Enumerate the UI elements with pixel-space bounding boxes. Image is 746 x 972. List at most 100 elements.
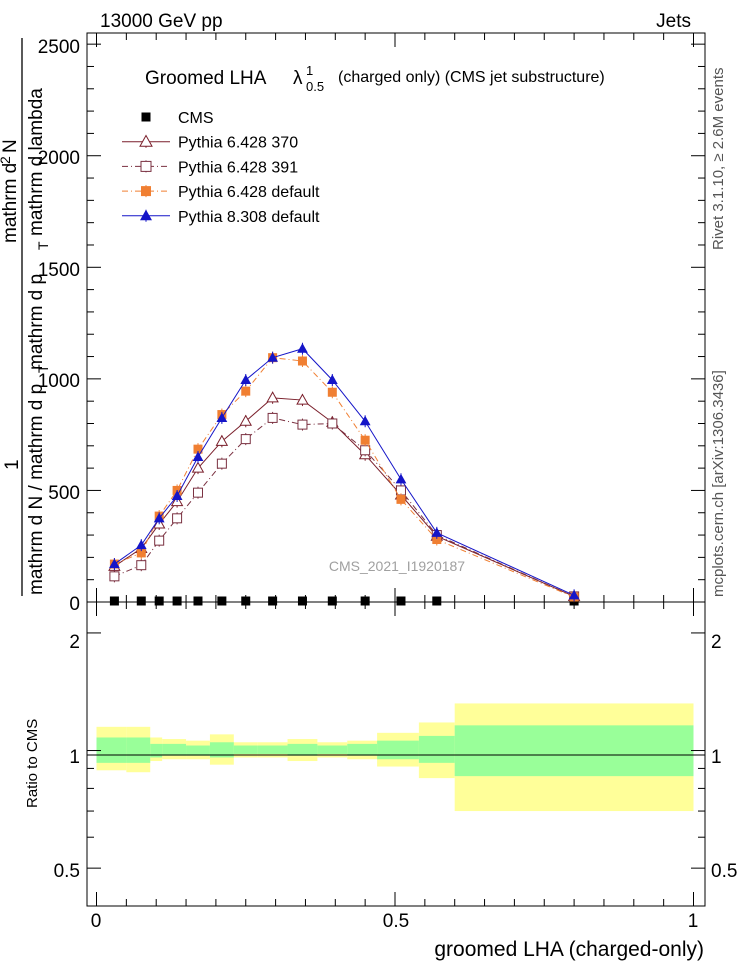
ratio-inner-band [454,725,694,777]
legend-marker [139,134,153,147]
data-point [297,419,308,430]
ratio-inner-band [186,745,210,756]
header-left: 13000 GeV pp [100,11,223,32]
data-point [359,415,371,426]
ratio-y-axis-label: Ratio to CMS [24,719,41,808]
data-point [216,458,227,469]
ratio-inner-band [287,743,318,756]
ratio-inner-band [418,735,455,763]
data-point [154,535,165,546]
ylabel-one: 1 [2,459,23,470]
ratio-y-tick-label: 2 [69,632,80,653]
data-point [568,589,580,600]
data-point [360,596,370,606]
data-point [154,596,164,606]
analysis-watermark: CMS_2021_I1920187 [329,558,465,574]
main-y-tick-label: 2000 [38,148,80,169]
ratio-inner-band [126,737,151,763]
ratio-inner-band [257,745,288,754]
x-tick-label: 1 [688,911,699,932]
ratio-plot-frame [86,601,706,907]
main-y-tick-label: 500 [48,483,80,504]
main-y-tick-label: 1500 [38,260,80,281]
x-tick-label: 0.5 [383,911,409,932]
legend-entry: CMS [141,110,214,127]
series-pythia-8-308-default [109,342,580,602]
data-point [395,473,407,484]
ratio-inner-band [96,737,127,763]
legend-marker [140,160,152,172]
ratio-y-tick-label-right: 2 [711,632,722,653]
data-point [217,596,227,606]
title-suffix: (charged only) (CMS jet substructure) [338,69,605,86]
legend-label: Pythia 6.428 default [178,184,320,201]
ratio-inner-band [317,745,348,754]
rivet-label: Rivet 3.1.10, ≥ 2.6M events [710,68,727,251]
ratio-inner-band [377,740,419,760]
data-point [327,387,337,397]
legend-entry: Pythia 8.308 default [122,209,320,226]
data-point [193,596,203,606]
ylabel-inner-den-sub: T [35,241,51,250]
ratio-axis-ticks [87,602,705,906]
legend-marker [141,186,151,197]
title-superscript: 1 [306,63,313,78]
data-point [109,558,120,569]
title-prefix: Groomed LHA [145,68,276,89]
data-point [192,487,203,498]
data-point [109,571,120,582]
legend-label: CMS [178,110,214,127]
data-point [215,434,229,446]
ratio-inner-band [347,743,378,756]
data-point [172,596,182,606]
legend-entry: Pythia 6.428 391 [122,159,298,176]
data-point [193,444,203,454]
x-tick-label: 0 [91,911,102,932]
data-point [266,391,279,403]
data-point [136,560,147,571]
data-point [240,374,252,385]
data-point [326,374,338,385]
data-point [360,435,370,445]
data-point [327,596,337,606]
series-cms [109,596,579,606]
data-point [191,461,205,473]
main-y-tick-label: 0 [69,594,80,615]
data-point [241,596,251,606]
data-point [240,434,251,445]
header-right: Jets [656,11,691,32]
legend-marker [141,112,151,122]
ratio-y-tick-label: 1 [69,747,80,768]
ratio-y-tick-label-right: 0.5 [711,861,737,882]
data-point [109,596,119,606]
ylabel-denominator-sub: T [35,364,51,373]
data-point [396,494,406,504]
data-point [267,412,278,423]
mcplots-label: mcplots.cern.ch [arXiv:1306.3436] [710,370,727,597]
data-point [267,352,279,362]
series-line [114,417,575,597]
plot-title: Groomed LHA λ 1 0.5 (charged only) (CMS … [145,63,605,94]
ylabel-inner-num-top: mathrm d [0,163,21,243]
data-point [431,527,443,537]
data-point [297,596,307,606]
data-point [297,356,307,366]
data-point [136,548,146,558]
data-point [432,535,442,545]
data-point [216,412,228,422]
data-point [432,596,442,606]
main-y-axis-label: 1 mathrm d N / mathrm d p T mathrm d 2 N… [0,38,51,596]
data-point [360,445,371,456]
data-point [153,512,165,523]
ylabel-inner-den: mathrm d p [26,274,47,370]
ratio-inner-band [150,743,163,758]
legend-label: Pythia 6.428 391 [178,159,298,176]
ratio-inner-band [162,743,187,756]
data-point [241,386,251,396]
data-point [172,513,183,524]
ylabel-denominator: mathrm d N / mathrm d p [26,384,47,595]
legend-label: Pythia 6.428 370 [178,135,298,152]
legend-marker [140,209,152,221]
legend: CMS Pythia 6.428 370 Pythia 6.428 391 Pythi… [122,110,320,226]
